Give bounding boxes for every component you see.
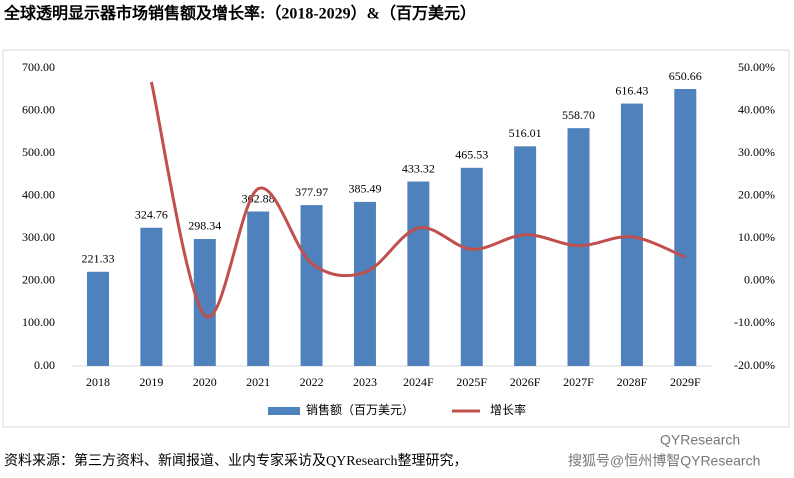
value-label: 516.01 <box>509 126 542 140</box>
value-label: 221.33 <box>81 252 114 266</box>
y-tick-label: 500.00 <box>22 145 55 159</box>
x-tick-label: 2029F <box>670 375 701 389</box>
value-label: 298.34 <box>188 219 221 233</box>
source: 资料来源：第三方资料、新闻报道、业内专家采访及QYResearch整理研究， <box>4 452 468 469</box>
y-tick-label: 0.00 <box>34 358 55 372</box>
value-label: 385.49 <box>348 182 381 196</box>
x-tick-label: 2018 <box>86 375 110 389</box>
bar <box>514 146 537 366</box>
legend-label: 销售额（百万美元） <box>306 402 414 417</box>
y2-tick-label: -10.00% <box>734 315 775 329</box>
logo: QYResearch <box>660 432 740 448</box>
bar <box>674 89 697 366</box>
bar <box>86 271 109 366</box>
y2-tick-label: 20.00% <box>738 187 775 201</box>
bar <box>353 201 376 366</box>
value-label: 650.66 <box>669 69 702 83</box>
bar <box>193 238 216 366</box>
y-tick-label: 400.00 <box>22 187 55 201</box>
x-tick-label: 2028F <box>617 375 648 389</box>
x-tick-label: 2020 <box>193 375 217 389</box>
y-tick-label: 100.00 <box>22 315 55 329</box>
x-tick-label: 2023 <box>353 375 377 389</box>
bar <box>620 103 643 367</box>
x-tick-label: 2027F <box>563 375 594 389</box>
chart-frame <box>2 49 790 428</box>
watermark: 搜狐号@恒州博智QYResearch <box>568 453 760 469</box>
x-tick-label: 2019 <box>139 375 163 389</box>
bar <box>140 227 163 366</box>
y-tick-label: 200.00 <box>22 273 55 287</box>
y-tick-label: 700.00 <box>22 60 55 74</box>
legend-swatch <box>268 407 300 415</box>
value-label: 558.70 <box>562 108 595 122</box>
x-tick-label: 2025F <box>456 375 487 389</box>
x-tick-label: 2026F <box>510 375 541 389</box>
y2-tick-label: 10.00% <box>738 230 775 244</box>
x-tick-label: 2021 <box>246 375 270 389</box>
y2-tick-label: 40.00% <box>738 102 775 116</box>
y2-tick-label: -20.00% <box>734 358 775 372</box>
y-tick-label: 300.00 <box>22 230 55 244</box>
y2-tick-label: 50.00% <box>738 60 775 74</box>
value-label: 616.43 <box>615 83 648 97</box>
growth-line <box>149 81 686 319</box>
y-tick-label: 600.00 <box>22 102 55 116</box>
legend-label: 增长率 <box>490 402 526 417</box>
value-label: 465.53 <box>455 148 488 162</box>
value-label: 324.76 <box>135 207 168 221</box>
value-label: 433.32 <box>402 161 435 175</box>
bar <box>407 181 430 366</box>
x-tick-label: 2022 <box>300 375 324 389</box>
value-label: 377.97 <box>295 185 328 199</box>
bar <box>247 211 270 366</box>
bar <box>300 205 323 366</box>
bar <box>460 167 483 366</box>
y2-tick-label: 30.00% <box>738 145 775 159</box>
x-tick-label: 2024F <box>403 375 434 389</box>
y2-tick-label: 0.00% <box>744 273 775 287</box>
chart-title: 全球透明显示器市场销售额及增长率:（2018-2029）&（百万美元） <box>3 4 476 23</box>
